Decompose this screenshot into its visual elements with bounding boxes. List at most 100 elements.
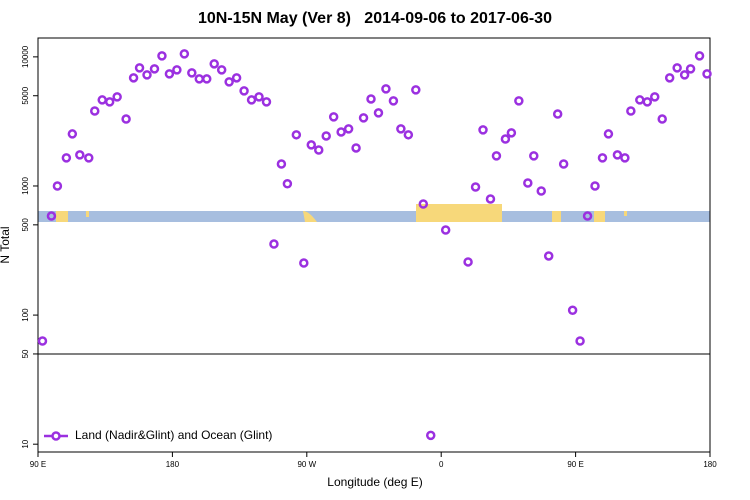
point bbox=[702, 69, 712, 79]
point bbox=[157, 51, 167, 61]
point bbox=[396, 124, 406, 134]
point bbox=[179, 49, 190, 59]
y-axis-label: N Total bbox=[0, 226, 12, 263]
point bbox=[112, 92, 122, 102]
y-tick-label: 1000 bbox=[21, 177, 30, 195]
point bbox=[403, 130, 414, 140]
x-tick-label: 180 bbox=[166, 460, 180, 469]
plot-frame bbox=[37, 37, 711, 453]
map-strip bbox=[38, 204, 710, 222]
point bbox=[463, 257, 473, 267]
x-tick-label: 90 E bbox=[567, 460, 583, 469]
point bbox=[388, 96, 399, 106]
point bbox=[491, 151, 502, 161]
point bbox=[149, 64, 160, 74]
point bbox=[642, 97, 653, 107]
point bbox=[142, 70, 152, 80]
point bbox=[313, 145, 324, 155]
point bbox=[299, 258, 309, 268]
point bbox=[52, 181, 63, 191]
y-tick-label: 5000 bbox=[21, 86, 30, 104]
point bbox=[558, 159, 569, 169]
point bbox=[500, 134, 511, 144]
point bbox=[664, 73, 675, 83]
y-tick-label: 10000 bbox=[21, 45, 30, 68]
y-tick-label: 100 bbox=[21, 308, 30, 322]
y-tick-label: 500 bbox=[21, 218, 30, 232]
x-tick-label: 90 E bbox=[30, 460, 46, 469]
point bbox=[418, 199, 429, 209]
x-axis-label: Longitude (deg E) bbox=[327, 475, 422, 489]
point bbox=[590, 181, 600, 191]
ocean-strip bbox=[38, 211, 710, 222]
point bbox=[328, 112, 339, 122]
point bbox=[89, 106, 100, 116]
point bbox=[603, 129, 614, 139]
point bbox=[254, 92, 264, 102]
point bbox=[224, 77, 234, 87]
point bbox=[514, 96, 524, 106]
point bbox=[529, 151, 539, 161]
point bbox=[121, 114, 131, 124]
y-tick-label: 50 bbox=[21, 349, 30, 358]
point bbox=[351, 143, 361, 153]
legend-marker bbox=[51, 431, 61, 441]
point bbox=[612, 150, 623, 160]
point bbox=[269, 239, 279, 249]
point bbox=[61, 153, 72, 163]
point bbox=[626, 106, 636, 116]
point bbox=[536, 186, 547, 196]
legend-label: Land (Nadir&Glint) and Ocean (Glint) bbox=[75, 428, 272, 442]
point bbox=[694, 51, 705, 61]
point bbox=[657, 114, 667, 124]
point bbox=[552, 109, 563, 119]
point bbox=[336, 127, 346, 137]
point bbox=[187, 68, 197, 78]
point bbox=[366, 94, 376, 104]
x-tick-label: 180 bbox=[703, 460, 717, 469]
point bbox=[216, 65, 227, 75]
point bbox=[478, 125, 488, 135]
point bbox=[282, 179, 293, 189]
point bbox=[485, 194, 496, 204]
point bbox=[425, 430, 436, 441]
point bbox=[172, 65, 182, 75]
point bbox=[84, 153, 94, 163]
point bbox=[506, 128, 517, 138]
point bbox=[201, 74, 212, 84]
point bbox=[470, 182, 481, 192]
point bbox=[291, 130, 302, 140]
point bbox=[134, 63, 145, 73]
y-tick-label: 10 bbox=[21, 439, 30, 448]
point bbox=[209, 59, 219, 69]
point bbox=[575, 336, 585, 346]
point bbox=[246, 95, 257, 105]
point bbox=[649, 92, 660, 102]
x-tick-label: 0 bbox=[439, 460, 444, 469]
point bbox=[582, 211, 593, 221]
point bbox=[231, 73, 242, 83]
point bbox=[37, 336, 48, 346]
point bbox=[276, 159, 287, 169]
point bbox=[440, 225, 451, 235]
point bbox=[411, 85, 421, 95]
point bbox=[306, 140, 317, 150]
point bbox=[685, 64, 696, 74]
point bbox=[67, 129, 78, 139]
point bbox=[373, 108, 384, 118]
point bbox=[597, 153, 608, 163]
x-tick-label: 90 W bbox=[297, 460, 316, 469]
point bbox=[523, 178, 533, 188]
point bbox=[672, 63, 682, 73]
point bbox=[321, 131, 331, 141]
point bbox=[620, 153, 630, 163]
land bbox=[56, 204, 627, 222]
chart-title: 10N-15N May (Ver 8) 2014-09-06 to 2017-0… bbox=[198, 10, 552, 27]
point bbox=[46, 211, 57, 221]
point bbox=[543, 251, 554, 261]
point bbox=[164, 69, 175, 79]
point bbox=[343, 124, 354, 134]
point bbox=[381, 84, 391, 94]
